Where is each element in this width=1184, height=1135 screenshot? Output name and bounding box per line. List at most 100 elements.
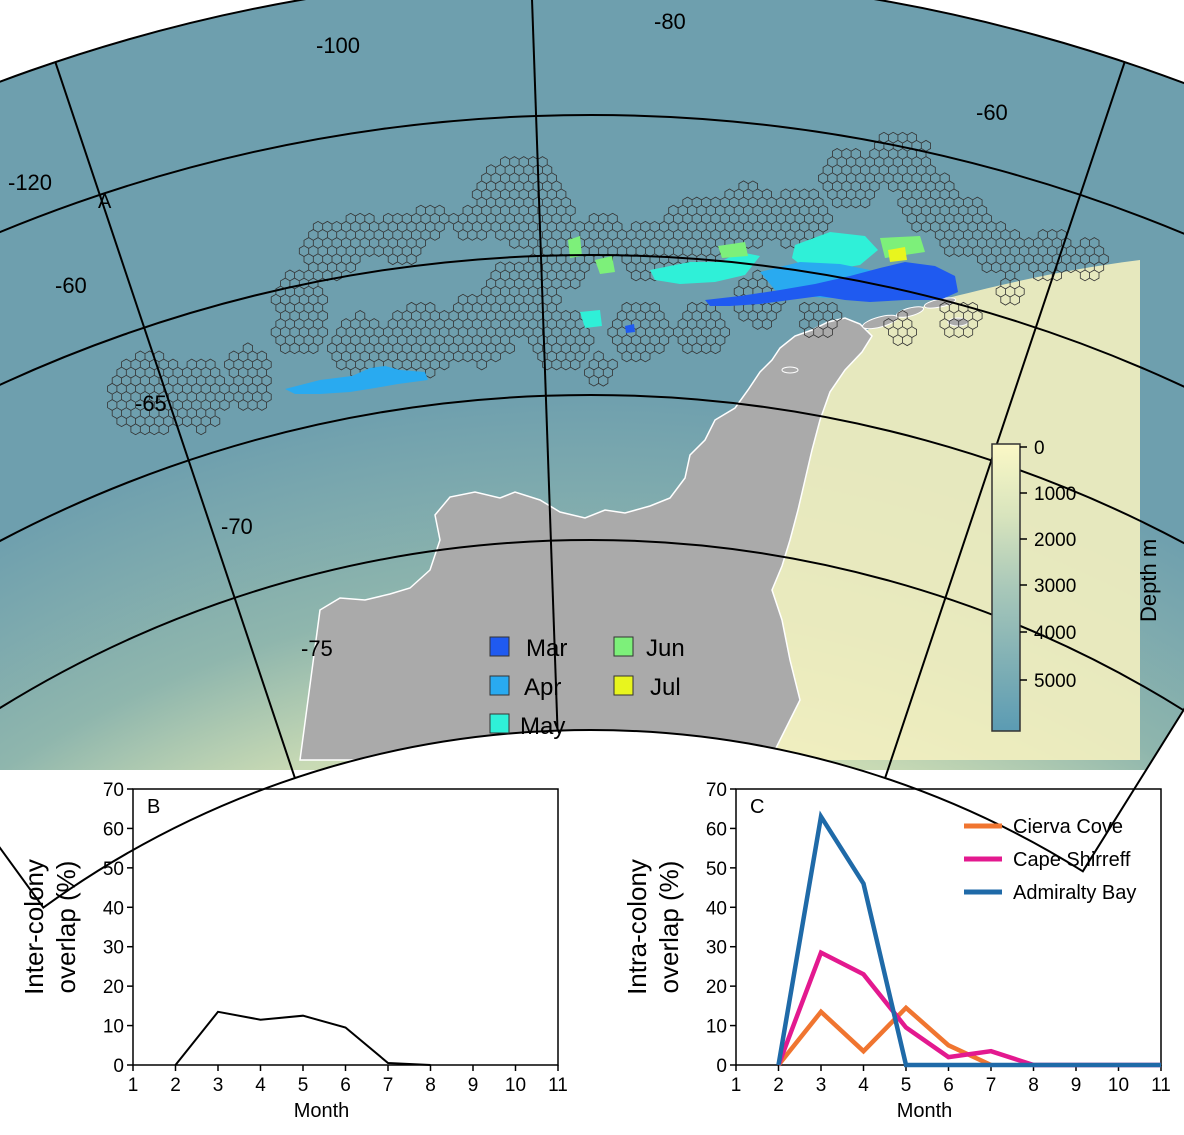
lat-label-70: -70 (221, 514, 253, 539)
lon-label-80: -80 (654, 9, 686, 34)
chart-c-y-axis-label-line: overlap (%) (654, 861, 684, 994)
chart-c-y-tick-label: 30 (706, 938, 727, 959)
chart-b-x-tick-label: 4 (255, 1075, 266, 1096)
chart-b-y-axis-label-line: overlap (%) (51, 861, 81, 994)
lat-label-75: -75 (301, 636, 333, 661)
legend-label-jul: Jul (650, 674, 681, 701)
chart-b-x-tick-label: 10 (505, 1075, 526, 1096)
legend-item-mar: Mar (489, 635, 567, 662)
chart-c-y-tick-label: 20 (706, 977, 727, 998)
month-legend: Mar Apr May Jun Jul (489, 635, 685, 740)
chart-b-y-axis-label: Inter-colonyoverlap (%) (19, 859, 81, 995)
legend-swatch-may (489, 713, 510, 734)
chart-c-x-tick-label: 3 (816, 1075, 827, 1096)
chart-c-legend-label: Cierva Cove (1013, 816, 1123, 838)
chart-c-x-tick-label: 9 (1071, 1075, 1082, 1096)
legend-item-apr: Apr (489, 674, 561, 701)
legend-label-apr: Apr (524, 674, 561, 701)
overlap-cells (285, 232, 958, 394)
chart-c-x-tick-label: 5 (901, 1075, 912, 1096)
lon-label-100: -100 (316, 33, 360, 58)
chart-c-legend-label: Cape Shirreff (1013, 849, 1131, 871)
colorbar-ticks (1020, 446, 1027, 681)
chart-c-x-tick-label: 11 (1151, 1075, 1171, 1096)
overlap-cells-jun (568, 236, 582, 258)
chart-b-x-tick-label: 7 (383, 1075, 394, 1096)
overlap-cells-apr-west (285, 366, 428, 394)
legend-label-jun: Jun (646, 635, 685, 662)
legend-swatch-jul (613, 675, 634, 696)
legend-item-may: May (489, 713, 565, 740)
chart-c-y-tick-label: 50 (706, 859, 727, 880)
chart-c-series-line-admiralty-bay (776, 810, 1161, 1068)
chart-c-series-line-cape-shirreff (776, 949, 1161, 1068)
legend-swatch-jun (613, 636, 634, 657)
chart-c-x-tick-label: 6 (943, 1075, 954, 1096)
longitude-line (884, 61, 1126, 779)
panel-a-label: A (98, 191, 112, 213)
chart-b-y-tick-label: 0 (113, 1056, 124, 1077)
chart-c-x-tick-label: 10 (1108, 1075, 1129, 1096)
chart-c: 1 2 3 4 5 6 7 8 9 10 11 0 10 20 30 40 50 60 70 Month Intra-c… (622, 780, 1171, 1122)
chart-b-x-axis-label: Month (294, 1100, 350, 1122)
colorbar-tick-3000: 3000 (1034, 576, 1076, 597)
chart-b-plot-frame (132, 788, 559, 1066)
overlap-cells-jun-3 (718, 242, 748, 258)
chart-b-y-axis-label-line: Inter-colony (19, 859, 49, 995)
colorbar-title: Depth m (1136, 539, 1161, 622)
overlap-cells-jun-2 (595, 256, 615, 274)
chart-c-panel-label: C (750, 796, 764, 818)
chart-b-series-line-0 (174, 1010, 431, 1066)
depth-colorbar: 0 1000 2000 3000 4000 5000 Depth m (991, 438, 1161, 732)
chart-c-y-axis-label-line: Intra-colony (622, 859, 652, 995)
chart-c-y-tick-label: 10 (706, 1017, 727, 1038)
chart-c-y-tick-label: 0 (716, 1056, 727, 1077)
chart-c-y-tick-label: 40 (706, 898, 727, 919)
chart-b-y-tick-label: 40 (103, 898, 124, 919)
chart-c-x-tick-label: 2 (773, 1075, 784, 1096)
chart-b-y-tick-label: 10 (103, 1017, 124, 1038)
colorbar-tick-4000: 4000 (1034, 623, 1076, 644)
longitude-line (530, 0, 559, 731)
lon-label-120: -120 (8, 170, 52, 195)
colorbar-tick-1000: 1000 (1034, 484, 1076, 505)
chart-c-x-tick-label: 7 (986, 1075, 997, 1096)
chart-c-x-tick-label: 4 (858, 1075, 869, 1096)
legend-swatch-mar (489, 636, 510, 657)
overlap-cells-jul (888, 247, 907, 262)
chart-b-y-tick-label: 70 (103, 780, 124, 801)
colorbar-tick-0: 0 (1034, 438, 1045, 459)
chart-c-y-tick-label: 60 (706, 819, 727, 840)
chart-b-y-tick-label: 20 (103, 977, 124, 998)
map-body (0, 0, 1184, 779)
colorbar-tick-2000: 2000 (1034, 530, 1076, 551)
chart-c-x-tick-label: 8 (1028, 1075, 1039, 1096)
chart-c-y-tick-label: 70 (706, 780, 727, 801)
lat-label-60: -60 (55, 273, 87, 298)
chart-b-panel-label: B (147, 796, 160, 818)
chart-b-x-tick-label: 9 (468, 1075, 479, 1096)
overlap-cells-mar (705, 262, 958, 306)
chart-b: 1 2 3 4 5 6 7 8 9 10 11 0 10 20 30 40 50 60 70 Month Inter-c… (19, 780, 568, 1122)
chart-b-x-tick-label: 11 (548, 1075, 568, 1096)
colorbar-tick-5000: 5000 (1034, 671, 1076, 692)
chart-c-legend-label: Admiralty Bay (1013, 882, 1136, 904)
chart-c-series-line-cierva-cove (776, 1004, 992, 1068)
chart-b-x-tick-label: 6 (340, 1075, 351, 1096)
legend-label-mar: Mar (526, 635, 567, 662)
chart-b-x-tick-label: 8 (425, 1075, 436, 1096)
chart-b-x-tick-label: 1 (128, 1075, 139, 1096)
lat-label-65: -65 (135, 391, 167, 416)
overlap-cells-may-east (792, 232, 878, 270)
chart-b-x-tick-label: 3 (213, 1075, 224, 1096)
chart-b-y-tick-label: 30 (103, 938, 124, 959)
chart-c-y-axis-label: Intra-colonyoverlap (%) (622, 859, 684, 995)
legend-item-jul: Jul (613, 674, 681, 701)
legend-swatch-apr (489, 675, 510, 696)
chart-c-x-tick-label: 1 (731, 1075, 742, 1096)
legend-label-may: May (520, 713, 565, 740)
longitude-line (54, 61, 296, 779)
overlap-cells-mar-small (625, 324, 635, 333)
chart-b-x-tick-label: 2 (170, 1075, 181, 1096)
